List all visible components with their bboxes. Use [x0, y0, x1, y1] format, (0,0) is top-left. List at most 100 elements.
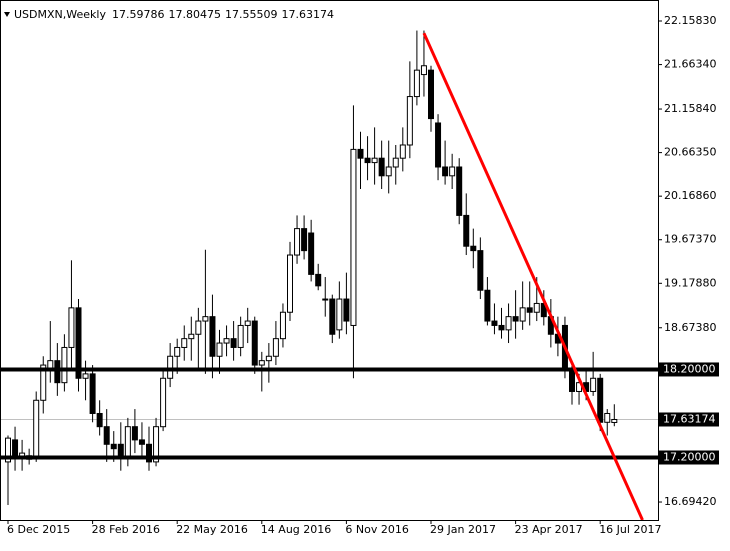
- candle-body: [364, 157, 371, 164]
- candle-body: [223, 338, 230, 344]
- menu-triangle: [4, 12, 10, 17]
- candle-body: [202, 316, 209, 322]
- candle-body: [378, 157, 385, 177]
- candle-body: [272, 338, 279, 357]
- candle-body: [146, 443, 152, 463]
- candle-body: [230, 338, 237, 348]
- y-tick-label: 19.67370: [664, 233, 717, 246]
- candle-body: [124, 426, 131, 458]
- candle-body: [449, 166, 456, 177]
- plot-frame: [0, 0, 659, 521]
- x-tick-label: 6 Dec 2015: [7, 523, 70, 536]
- header-low: 17.55509: [225, 8, 278, 21]
- candle-body: [265, 355, 272, 362]
- candle-body: [131, 426, 138, 441]
- y-tick-label: 16.69420: [664, 495, 717, 508]
- candle-body: [294, 228, 301, 256]
- candle-body: [526, 307, 533, 313]
- level-label: 18.20000: [663, 362, 716, 375]
- candle-body: [611, 418, 618, 423]
- candle-body: [287, 254, 293, 313]
- candle-body: [350, 148, 357, 326]
- candle-body: [477, 250, 484, 291]
- candle-body: [82, 373, 89, 379]
- candle-body: [336, 298, 343, 331]
- plot-area: [1, 30, 658, 520]
- level-label-box: [659, 450, 719, 465]
- level-label-box: [659, 362, 719, 377]
- candle-body: [392, 157, 399, 168]
- candle-body: [188, 333, 195, 340]
- chart-title: USDMXN,Weekly: [14, 8, 106, 21]
- candle-body: [216, 342, 223, 357]
- candle-body: [597, 377, 604, 423]
- candle-body: [110, 443, 117, 450]
- candle-body: [442, 166, 449, 177]
- x-tick-label: 22 May 2016: [176, 523, 248, 536]
- candle-body: [505, 316, 512, 331]
- candle-body: [428, 69, 434, 120]
- x-tick-label: 29 Jan 2017: [430, 523, 496, 536]
- candle-body: [181, 338, 188, 348]
- y-tick-label: 20.16860: [664, 189, 717, 202]
- level-label: 17.20000: [663, 450, 716, 463]
- candle-body: [463, 214, 470, 247]
- candle-body: [153, 426, 160, 463]
- candle-body: [12, 439, 19, 458]
- candle-body: [590, 377, 597, 392]
- candle-body: [470, 245, 477, 252]
- candle-body: [33, 399, 40, 458]
- candle-body: [251, 320, 258, 366]
- candle-body: [308, 232, 315, 275]
- candle-body: [420, 65, 427, 76]
- candle-body: [61, 346, 68, 384]
- x-tick-label: 16 Jul 2017: [599, 523, 661, 536]
- candle-body: [68, 307, 75, 348]
- candle-body: [406, 96, 413, 146]
- candle-body: [315, 273, 322, 287]
- y-tick-label: 21.66340: [664, 58, 717, 71]
- candle-body: [533, 302, 540, 313]
- current-price-label: 17.63174: [663, 412, 716, 425]
- candle-body: [209, 316, 216, 357]
- y-tick-label: 20.66350: [664, 146, 717, 159]
- candle-body: [329, 298, 336, 335]
- candle-body: [301, 228, 308, 252]
- candle-body: [167, 355, 174, 379]
- candle-body: [604, 412, 611, 423]
- current-price-box: [659, 412, 719, 427]
- candle-body: [399, 144, 406, 159]
- candle-body: [237, 324, 244, 348]
- candle-body: [413, 69, 420, 98]
- candle-body: [138, 439, 145, 445]
- candle-body: [160, 377, 167, 428]
- candle-body: [258, 360, 265, 366]
- candle-body: [89, 373, 96, 414]
- y-tick-label: 19.17880: [664, 276, 717, 289]
- y-tick-label: 18.67380: [664, 321, 717, 334]
- header-high: 17.80475: [168, 8, 221, 21]
- x-tick-label: 14 Aug 2016: [261, 523, 331, 536]
- candle-body: [5, 437, 11, 463]
- candle-body: [75, 307, 82, 379]
- candle-body: [174, 346, 181, 357]
- candle-body: [244, 320, 251, 326]
- candle-body: [569, 368, 575, 392]
- candle-body: [40, 364, 47, 401]
- candle-body: [385, 166, 392, 177]
- y-tick-label: 22.15830: [664, 14, 717, 27]
- y-tick-label: 21.15840: [664, 102, 717, 115]
- candle-body: [456, 166, 463, 216]
- candle-body: [519, 307, 526, 322]
- x-tick-label: 23 Apr 2017: [515, 523, 583, 536]
- candle-body: [371, 157, 378, 164]
- candle-body: [435, 122, 442, 168]
- header-open: 17.59786: [112, 8, 165, 21]
- candle-body: [498, 324, 505, 331]
- candle-body: [279, 311, 286, 340]
- candle-body: [195, 320, 202, 335]
- candle-body: [54, 360, 61, 384]
- candle-body: [96, 412, 103, 428]
- header-close: 17.63174: [281, 8, 334, 21]
